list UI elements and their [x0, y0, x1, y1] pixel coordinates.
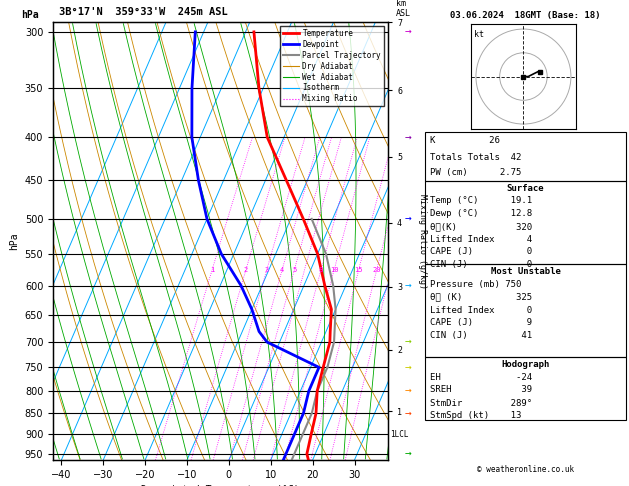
- Text: Temp (°C)      19.1: Temp (°C) 19.1: [430, 196, 532, 206]
- Text: km
ASL: km ASL: [396, 0, 411, 18]
- Text: →: →: [404, 214, 411, 224]
- Text: CAPE (J)          0: CAPE (J) 0: [430, 247, 532, 257]
- Text: CAPE (J)          9: CAPE (J) 9: [430, 318, 532, 328]
- Text: Lifted Index      0: Lifted Index 0: [430, 306, 532, 315]
- Text: K          26: K 26: [430, 136, 500, 145]
- Text: EH              -24: EH -24: [430, 373, 532, 382]
- Text: kt: kt: [474, 30, 484, 39]
- Text: Dewp (°C)      12.8: Dewp (°C) 12.8: [430, 209, 532, 218]
- Text: →: →: [404, 337, 411, 347]
- Text: Lifted Index      4: Lifted Index 4: [430, 235, 532, 244]
- Text: StmDir         289°: StmDir 289°: [430, 399, 532, 408]
- Text: Pressure (mb) 750: Pressure (mb) 750: [430, 280, 521, 289]
- Text: Hodograph: Hodograph: [501, 360, 550, 369]
- Text: →: →: [404, 132, 411, 142]
- Text: 1LCL: 1LCL: [390, 430, 408, 438]
- Text: 15: 15: [354, 267, 363, 273]
- Text: CIN (J)           0: CIN (J) 0: [430, 260, 532, 269]
- Legend: Temperature, Dewpoint, Parcel Trajectory, Dry Adiabat, Wet Adiabat, Isotherm, Mi: Temperature, Dewpoint, Parcel Trajectory…: [281, 26, 384, 106]
- Text: hPa: hPa: [21, 10, 39, 19]
- Text: 5: 5: [292, 267, 296, 273]
- Text: Mixing Ratio (g/kg): Mixing Ratio (g/kg): [418, 193, 427, 289]
- Text: 8: 8: [319, 267, 323, 273]
- Text: 2: 2: [243, 267, 248, 273]
- Text: 3: 3: [265, 267, 269, 273]
- Text: 3B°17'N  359°33'W  245m ASL: 3B°17'N 359°33'W 245m ASL: [59, 7, 228, 17]
- Text: 4: 4: [280, 267, 284, 273]
- Text: SREH             39: SREH 39: [430, 385, 532, 395]
- Text: θᴇ(K)           320: θᴇ(K) 320: [430, 222, 532, 231]
- Text: 20: 20: [372, 267, 381, 273]
- Text: Totals Totals  42: Totals Totals 42: [430, 153, 521, 162]
- Text: 1: 1: [210, 267, 214, 273]
- Text: θᴇ (K)          325: θᴇ (K) 325: [430, 293, 532, 302]
- Text: PW (cm)      2.75: PW (cm) 2.75: [430, 168, 521, 177]
- Y-axis label: hPa: hPa: [9, 232, 19, 250]
- Text: © weatheronline.co.uk: © weatheronline.co.uk: [477, 465, 574, 474]
- Text: Surface: Surface: [507, 184, 544, 193]
- Text: →: →: [404, 408, 411, 418]
- Text: StmSpd (kt)    13: StmSpd (kt) 13: [430, 411, 521, 420]
- Text: CIN (J)          41: CIN (J) 41: [430, 331, 532, 340]
- Text: 03.06.2024  18GMT (Base: 18): 03.06.2024 18GMT (Base: 18): [450, 11, 601, 20]
- Text: →: →: [404, 280, 411, 291]
- Text: →: →: [404, 449, 411, 459]
- Text: →: →: [404, 363, 411, 372]
- Text: →: →: [404, 27, 411, 37]
- Text: →: →: [404, 386, 411, 396]
- Text: Most Unstable: Most Unstable: [491, 267, 560, 277]
- Text: 10: 10: [330, 267, 338, 273]
